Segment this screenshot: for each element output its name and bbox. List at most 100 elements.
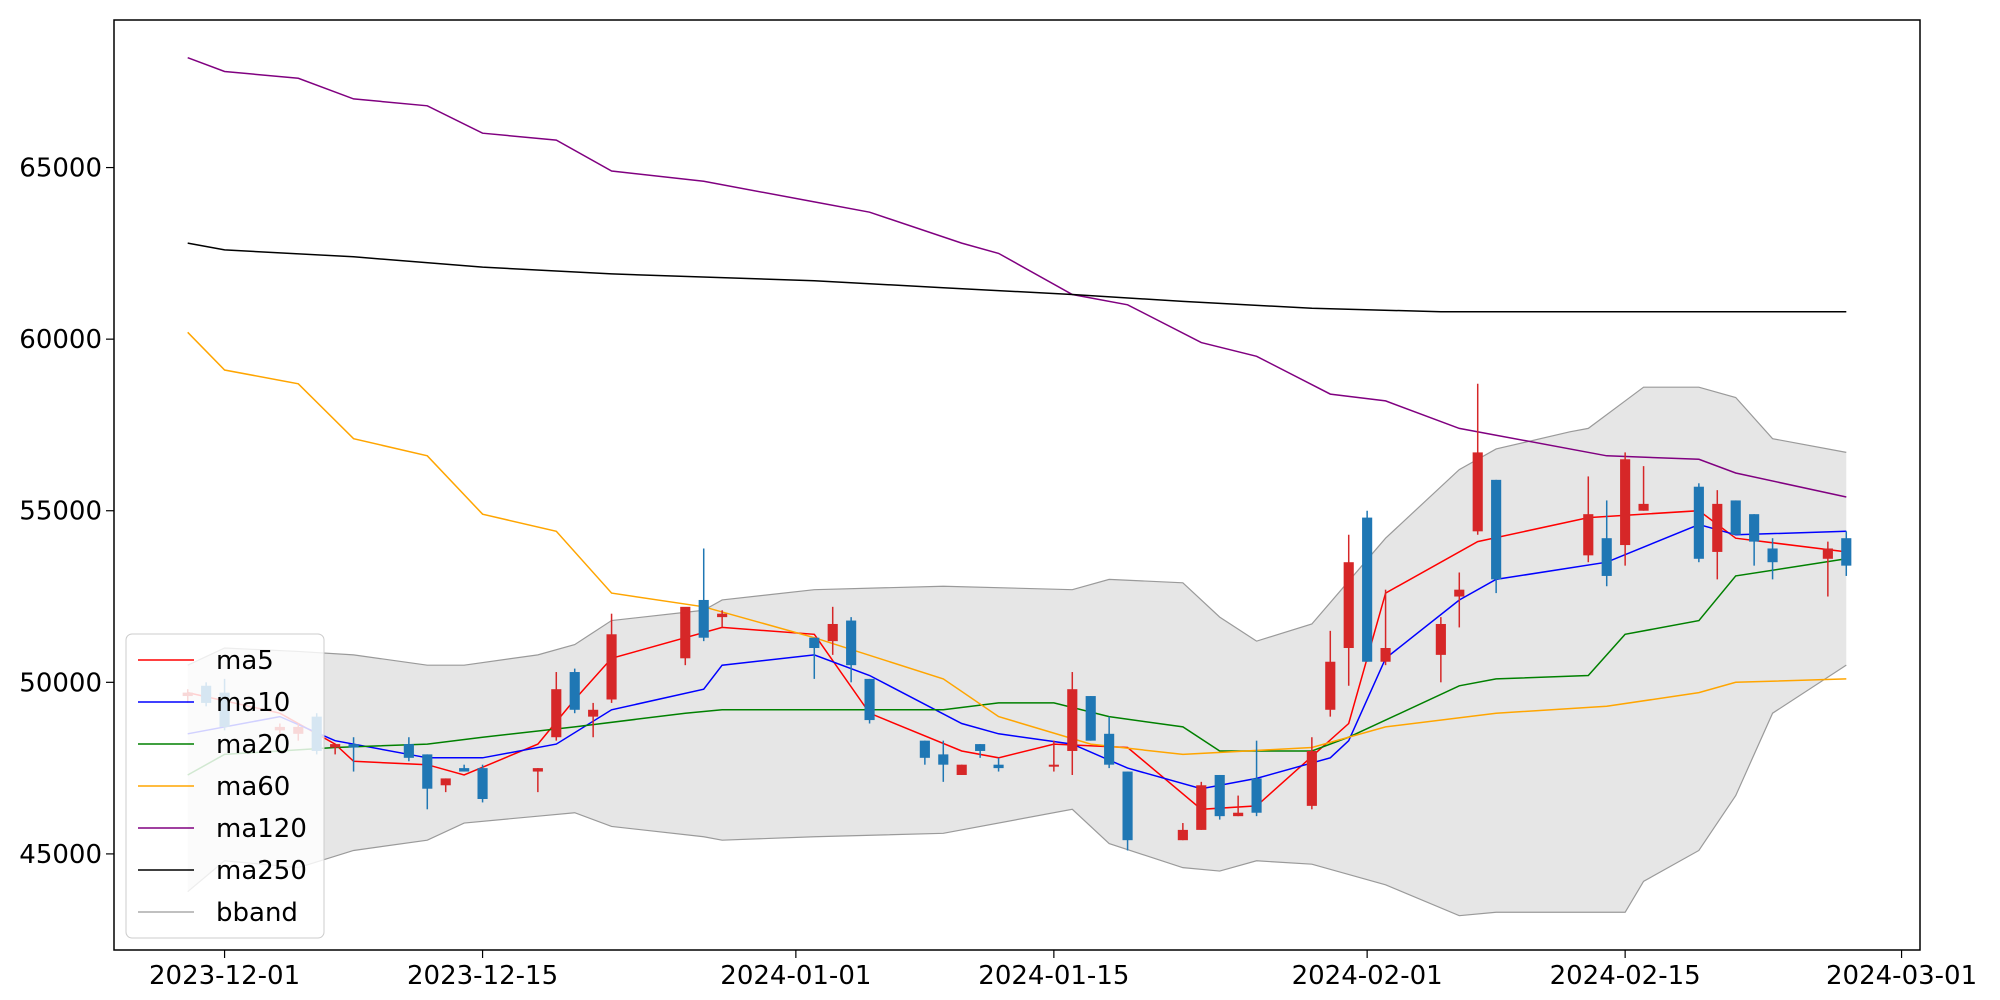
candle-body [1122,771,1133,841]
ma250-line [187,242,1847,313]
legend-label: ma20 [216,730,290,760]
candle [975,744,986,758]
legend-label: ma60 [216,772,290,802]
candle [1233,795,1244,817]
candle [1822,541,1833,597]
legend-label: ma5 [216,646,274,676]
candle [1122,771,1133,851]
x-tick-label: 2024-02-01 [1292,961,1443,991]
candle [403,737,414,762]
candle [330,744,341,755]
candle-body [1362,517,1373,662]
candle [1767,538,1778,580]
candle [1177,823,1188,841]
candle [1638,466,1649,511]
candle-body [938,754,949,765]
candlesticks [182,383,1852,851]
legend-item-ma5: ma5 [138,646,274,676]
y-tick-label: 60000 [19,325,102,355]
x-tick-label: 2023-12-15 [407,961,558,991]
candle [1048,740,1059,772]
ma120-line [187,56,1847,498]
candle-body [330,744,341,748]
candle [532,768,543,793]
legend-label: ma120 [216,814,307,844]
candle-body [1601,538,1612,576]
legend-item-ma60: ma60 [138,772,290,802]
candle [1583,476,1594,563]
bband-lower-line [187,664,1847,917]
candle-body [919,740,930,758]
candle [1085,696,1096,741]
candle [827,606,838,655]
candle [1749,514,1760,566]
candle-body [1325,661,1336,710]
y-tick-label: 45000 [19,840,102,870]
candle [1454,572,1465,628]
candle-body [1693,486,1704,559]
candle-body [1085,696,1096,741]
candle-body [477,768,488,800]
legend-label: bband [216,898,298,928]
candle [919,740,930,765]
candle [459,764,470,772]
candle [569,668,580,714]
candle-body [1048,764,1059,767]
candle [1491,479,1502,594]
ma60-line [187,331,1847,756]
candle-body [440,778,451,786]
legend-item-ma20: ma20 [138,730,290,760]
legend: ma5 ma10 ma20 ma60 ma120 ma250 bband [125,633,325,939]
y-tick-label: 55000 [19,497,102,527]
bollinger-band [187,386,1847,917]
candle [717,610,728,628]
legend-item-bband: bband [138,898,298,928]
candle-body [809,637,820,649]
legend-label: ma10 [216,688,290,718]
candle-body [532,768,543,772]
legend-item-ma10: ma10 [138,688,290,718]
candle-body [1841,538,1852,566]
candle-body [1749,514,1760,542]
candle-body [864,678,875,721]
candle-body [846,620,857,666]
x-tick-label: 2024-03-01 [1826,961,1977,991]
candle [477,764,488,803]
candle-body [1767,548,1778,563]
candle-body [1343,562,1354,649]
candle-body [1583,514,1594,556]
candle-body [1435,623,1446,655]
y-axis: 45000 50000 55000 60000 65000 [19,154,114,870]
plot-area [182,56,1852,917]
x-tick-label: 2024-02-15 [1550,961,1701,991]
candle-body [1306,750,1317,806]
candle-body [975,744,986,751]
candle-body [348,744,359,748]
y-tick-label: 50000 [19,668,102,698]
x-tick-label: 2024-01-01 [720,961,871,991]
candle-body [1104,733,1115,765]
candle [1325,630,1336,717]
candle [1841,531,1852,576]
candle [1214,774,1225,820]
candle-body [569,672,580,710]
candle-body [1730,500,1741,535]
candle-body [698,599,709,638]
x-axis: 2023-12-01 2023-12-15 2024-01-01 2024-01-15… [149,950,1977,991]
candle [1435,617,1446,683]
ma10-line [187,523,1847,790]
candle-body [680,606,691,659]
x-tick-label: 2024-01-15 [978,961,1129,991]
legend-label: ma250 [216,856,307,886]
y-tick-label: 65000 [19,154,102,184]
candle [1712,490,1723,580]
candle-body [1712,503,1723,552]
candle-body [1196,785,1207,830]
candle-body [588,709,599,717]
candle-body [403,744,414,758]
plot-frame [113,19,1921,951]
candle-body [606,634,617,700]
candle [1343,534,1354,686]
candle-body [1491,479,1502,580]
